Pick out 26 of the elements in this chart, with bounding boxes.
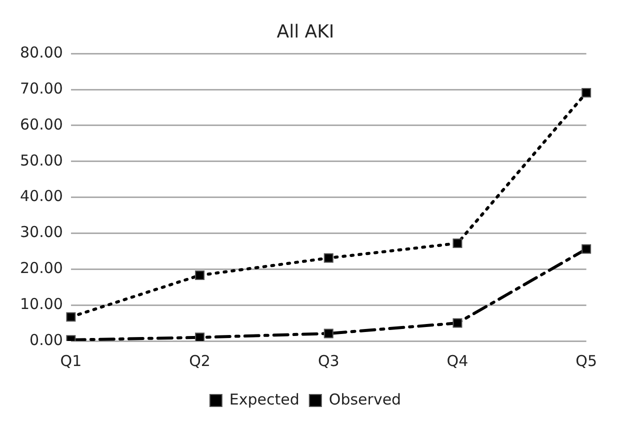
y-tick-label: 20.00	[20, 259, 63, 278]
point	[452, 318, 462, 328]
point	[324, 328, 334, 338]
point	[66, 312, 76, 322]
y-tick-label: 80.00	[20, 43, 63, 62]
x-tick-label: Q2	[189, 352, 210, 370]
y-tick-label: 0.00	[30, 330, 63, 349]
x-tick-label: Q5	[576, 352, 598, 370]
y-tick-label: 50.00	[20, 151, 63, 170]
point	[195, 270, 205, 280]
y-tick-label: 60.00	[20, 115, 63, 134]
point	[582, 244, 592, 254]
y-tick-label: 10.00	[20, 294, 63, 313]
y-tick-label: 70.00	[20, 79, 63, 98]
point	[582, 88, 592, 98]
point	[324, 253, 334, 263]
x-tick-label: Q4	[446, 352, 468, 370]
x-tick-label: Q3	[318, 352, 340, 370]
point	[195, 332, 205, 341]
x-tick-label: Q1	[60, 352, 82, 370]
y-tick-label: 40.00	[20, 187, 63, 206]
legend-label: Expected	[229, 390, 300, 408]
legend-label: Observed	[328, 390, 402, 408]
y-tick-label: 30.00	[20, 223, 63, 242]
chart-title: All AKI	[276, 21, 334, 42]
point	[452, 238, 462, 248]
